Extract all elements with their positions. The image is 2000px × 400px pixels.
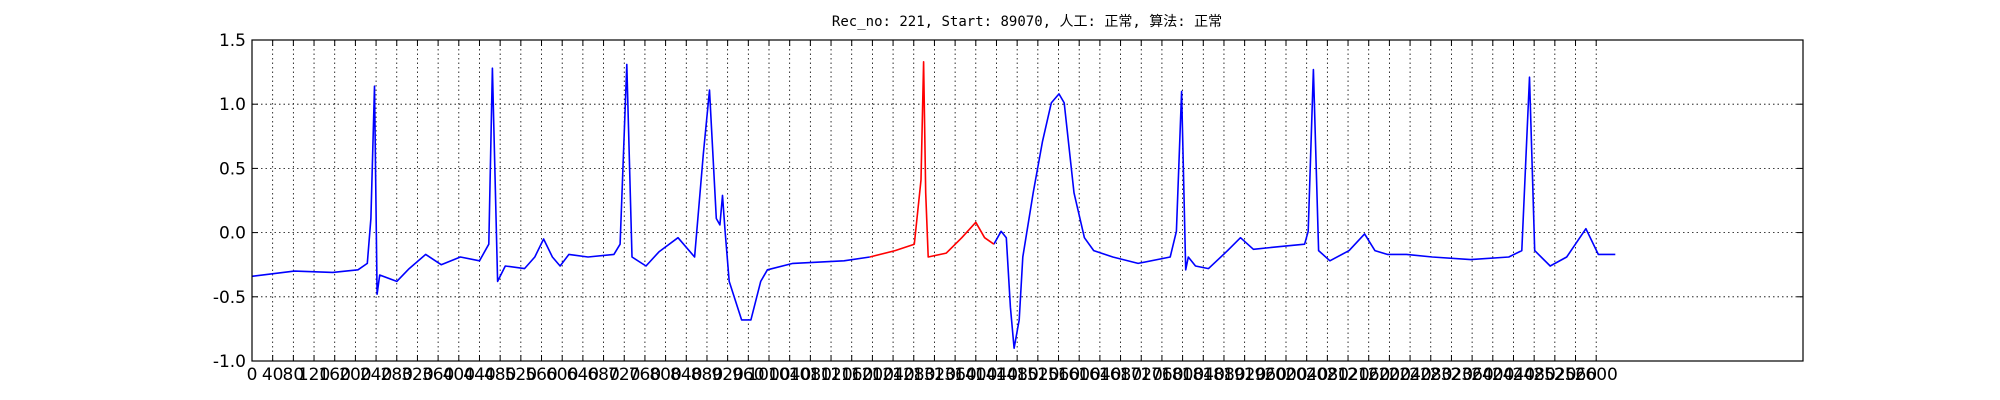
x-tick-label: 240 <box>360 365 392 385</box>
x-tick-label: 920 <box>711 365 743 385</box>
x-tick-label: 1360 <box>933 365 976 385</box>
x-tick-label: 2040 <box>1285 365 1328 385</box>
x-tick-label: 1720 <box>1120 365 1163 385</box>
x-tick-label: 2080 <box>1306 365 1349 385</box>
x-tick-label: 2600 <box>1575 365 1618 385</box>
ecg-line <box>251 63 1616 349</box>
x-tick-label: 1480 <box>996 365 1039 385</box>
x-tick-label: 2200 <box>1368 365 1411 385</box>
x-tick-label: 1760 <box>1140 365 1183 385</box>
y-tick-label: -1.0 <box>213 352 246 372</box>
x-tick-label: 1560 <box>1037 365 1080 385</box>
plot-frame <box>251 39 1804 362</box>
x-tick-label: 480 <box>484 365 516 385</box>
x-tick-label: 1040 <box>768 365 811 385</box>
x-tick-label: 1680 <box>1099 365 1142 385</box>
x-tick-label: 400 <box>443 365 475 385</box>
x-tick-label: 2440 <box>1492 365 1535 385</box>
x-tick-label: 2520 <box>1533 365 1576 385</box>
x-tick-label: 2400 <box>1471 365 1514 385</box>
x-tick-label: 1800 <box>1161 365 1204 385</box>
x-tick-label: 2480 <box>1513 365 1556 385</box>
y-tick-label: 1.0 <box>219 95 246 115</box>
x-tick-label: 1120 <box>809 365 852 385</box>
x-tick-label: 1840 <box>1182 365 1225 385</box>
x-tick-label: 840 <box>670 365 702 385</box>
x-tick-label: 40 <box>262 365 284 385</box>
x-tick-label: 1600 <box>1058 365 1101 385</box>
x-tick-label: 2240 <box>1388 365 1431 385</box>
x-tick-label: 1000 <box>747 365 790 385</box>
x-tick-label: 120 <box>298 365 330 385</box>
x-tick-label: 320 <box>401 365 433 385</box>
x-tick-label: 560 <box>525 365 557 385</box>
x-tick-label: 2120 <box>1326 365 1369 385</box>
x-tick-label: 640 <box>567 365 599 385</box>
x-tick-label: 1960 <box>1244 365 1287 385</box>
x-tick-label: 2360 <box>1450 365 1493 385</box>
x-tick-label: 960 <box>732 365 764 385</box>
x-tick-label: 440 <box>463 365 495 385</box>
x-tick-label: 2320 <box>1430 365 1473 385</box>
x-tick-label: 2160 <box>1347 365 1390 385</box>
y-tick-label: 0.0 <box>219 224 246 244</box>
x-tick-label: 880 <box>691 365 723 385</box>
x-tick-label: 280 <box>381 365 413 385</box>
y-tick-label: -0.5 <box>213 288 246 308</box>
x-tick-label: 1320 <box>913 365 956 385</box>
x-tick-label: 1240 <box>871 365 914 385</box>
x-tick-label: 1200 <box>851 365 894 385</box>
x-tick-label: 1400 <box>954 365 997 385</box>
x-tick-label: 200 <box>339 365 371 385</box>
x-tick-label: 2000 <box>1264 365 1307 385</box>
x-tick-label: 80 <box>283 365 305 385</box>
ecg-line <box>869 61 995 258</box>
x-tick-label: 1080 <box>789 365 832 385</box>
x-tick-label: 520 <box>505 365 537 385</box>
y-tick-label: 0.5 <box>219 159 246 179</box>
x-tick-label: 680 <box>587 365 619 385</box>
y-tick-label: 1.5 <box>219 31 246 51</box>
x-tick-label: 1920 <box>1223 365 1266 385</box>
x-tick-label: 1160 <box>830 365 873 385</box>
x-tick-label: 800 <box>649 365 681 385</box>
chart-title: Rec_no: 221, Start: 89070, 人工: 正常, 算法: 正… <box>832 14 1222 30</box>
x-tick-label: 1440 <box>975 365 1018 385</box>
x-tick-label: 160 <box>318 365 350 385</box>
x-tick-label: 1520 <box>1016 365 1059 385</box>
x-tick-label: 1280 <box>892 365 935 385</box>
x-tick-label: 2280 <box>1409 365 1452 385</box>
x-tick-label: 1880 <box>1202 365 1245 385</box>
x-tick-label: 720 <box>608 365 640 385</box>
x-tick-label: 760 <box>629 365 661 385</box>
x-tick-label: 1640 <box>1078 365 1121 385</box>
x-tick-label: 2560 <box>1554 365 1597 385</box>
x-tick-label: 360 <box>422 365 454 385</box>
x-tick-label: 0 <box>247 365 258 385</box>
x-tick-label: 600 <box>546 365 578 385</box>
